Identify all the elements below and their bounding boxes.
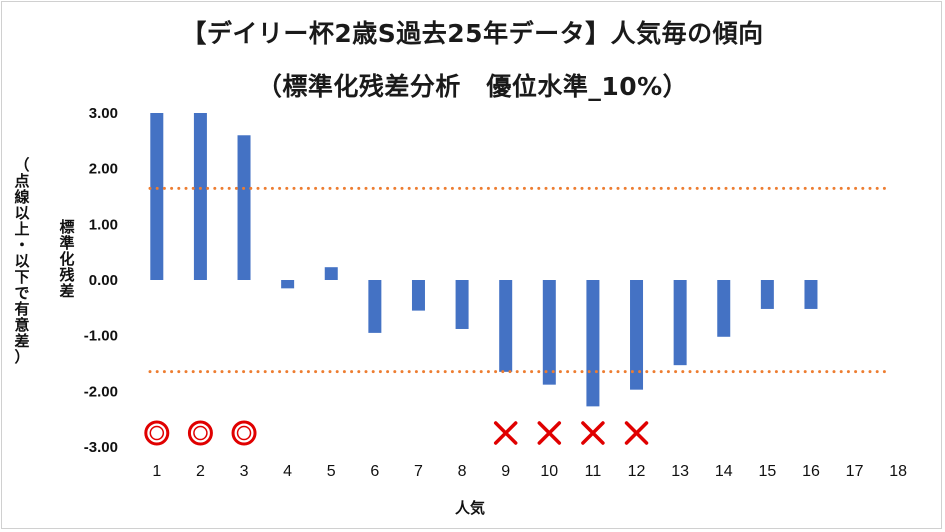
x-tick-label: 16 <box>802 463 820 480</box>
bar <box>411 280 425 311</box>
y-tick-label: -2.00 <box>84 383 118 400</box>
y-axis-subtitle-char: ・ <box>14 236 29 254</box>
x-tick-label: 14 <box>715 463 733 480</box>
bar <box>281 280 295 289</box>
y-tick-label: 2.00 <box>89 161 118 178</box>
y-axis-subtitle-char: 意 <box>14 316 29 334</box>
circle-marker-outer <box>144 420 170 446</box>
y-axis-title-char: 準 <box>59 234 74 252</box>
x-tick-label: 17 <box>846 463 864 480</box>
x-tick-label: 15 <box>758 463 776 480</box>
x-tick-label: 2 <box>196 463 205 480</box>
y-axis-subtitle-char: 差 <box>14 332 29 350</box>
bar <box>586 280 600 407</box>
x-tick-label: 6 <box>370 463 379 480</box>
y-axis-subtitle-char: 線 <box>14 188 29 206</box>
cross-marker <box>537 421 562 445</box>
bar <box>630 280 644 390</box>
circle-marker-inner <box>149 425 165 441</box>
y-tick-label: 0.00 <box>89 272 118 289</box>
y-tick-label: 1.00 <box>89 216 118 233</box>
y-tick-label: 3.00 <box>89 105 118 122</box>
y-axis-title-char: 化 <box>59 250 74 268</box>
circle-marker-outer <box>231 420 257 446</box>
bar <box>150 113 164 280</box>
x-tick-label: 1 <box>152 463 161 480</box>
y-axis-subtitle-char: （ <box>14 156 29 174</box>
circle-marker-outer <box>187 420 213 446</box>
y-axis-subtitle-char: 上 <box>14 220 29 238</box>
bar <box>717 280 731 337</box>
cross-marker <box>624 421 649 445</box>
y-axis-subtitle-char: ） <box>14 348 29 366</box>
y-axis-title-char: 差 <box>59 282 74 300</box>
x-tick-label: 7 <box>414 463 423 480</box>
x-tick-label: 9 <box>501 463 510 480</box>
x-tick-label: 11 <box>585 463 602 480</box>
cross-marker <box>493 421 518 445</box>
cross-marker <box>581 421 605 445</box>
bar <box>542 280 556 385</box>
y-tick-label: -3.00 <box>84 439 118 456</box>
x-tick-label: 12 <box>628 463 646 480</box>
y-axis-subtitle-char: 点 <box>14 172 29 190</box>
chart-title: 【デイリー杯2歳S過去25年データ】人気毎の傾向 <box>181 19 764 48</box>
circle-marker-inner <box>193 425 208 441</box>
bar <box>193 113 207 280</box>
x-tick-label: 4 <box>283 463 292 480</box>
x-tick-label: 8 <box>458 463 467 480</box>
y-axis-subtitle-char: 以 <box>14 252 29 270</box>
y-axis-title: 標準化残差 <box>59 218 74 300</box>
x-tick-label: 18 <box>889 463 907 480</box>
y-axis-subtitle-char: 以 <box>14 204 29 222</box>
y-axis-subtitle-char: 下 <box>14 268 29 286</box>
x-tick-label: 13 <box>671 463 689 480</box>
x-tick-label: 10 <box>540 463 558 480</box>
y-axis-title-char: 残 <box>59 266 74 284</box>
bar <box>499 280 513 372</box>
circle-marker-inner <box>236 425 252 441</box>
bar <box>673 280 687 366</box>
y-axis-subtitle-char: で <box>14 284 29 302</box>
bar <box>760 280 774 309</box>
x-axis-title: 人気 <box>455 499 485 517</box>
bar <box>237 135 251 280</box>
bar <box>368 280 382 333</box>
y-tick-label: -1.00 <box>84 328 118 345</box>
chart-subtitle: （標準化残差分析 優位水準_10%） <box>256 72 689 101</box>
bar <box>455 280 469 329</box>
y-axis-title-char: 標 <box>59 218 74 236</box>
y-axis-subtitle-char: 有 <box>14 300 29 318</box>
x-tick-label: 5 <box>327 463 336 480</box>
bar <box>804 280 818 309</box>
x-tick-label: 3 <box>240 463 249 480</box>
bar <box>324 267 338 280</box>
